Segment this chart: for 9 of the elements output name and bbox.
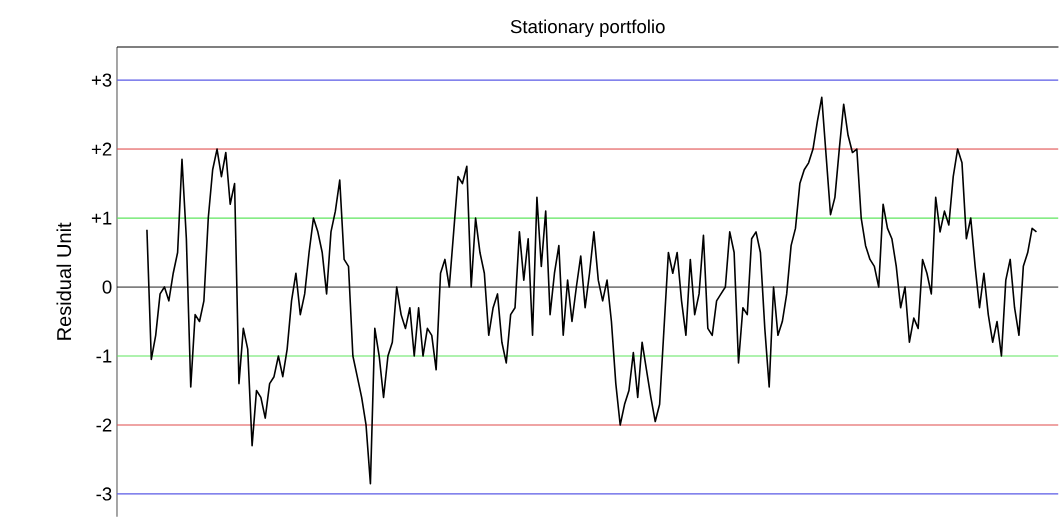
- chart-title: Stationary portfolio: [510, 19, 665, 37]
- y-tick-label: 0: [102, 280, 112, 294]
- y-tick-label: -2: [96, 418, 112, 432]
- y-tick-label: -1: [96, 349, 112, 363]
- y-tick-label: -3: [96, 487, 112, 501]
- y-axis-title: Residual Unit: [56, 222, 72, 340]
- y-tick-label: +3: [91, 73, 112, 87]
- y-tick-label: +1: [91, 211, 112, 225]
- y-tick-label: +2: [91, 142, 112, 156]
